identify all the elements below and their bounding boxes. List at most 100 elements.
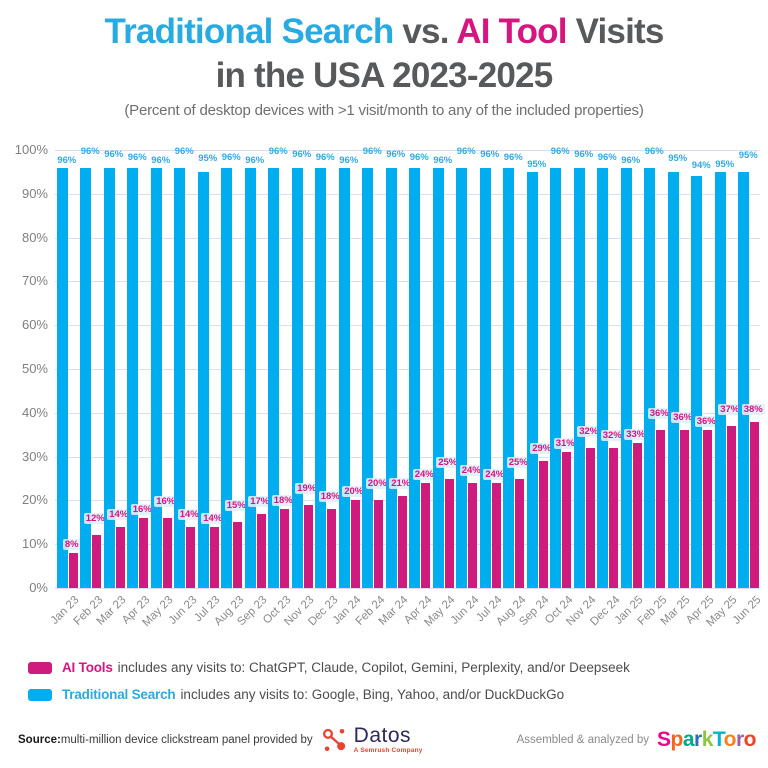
value-label-ai-tools: 17% xyxy=(248,495,272,507)
chart-subtitle: (Percent of desktop devices with >1 visi… xyxy=(124,101,644,119)
bar-traditional-search xyxy=(644,167,655,588)
value-label-ai-tools: 14% xyxy=(177,508,201,520)
bar-ai-tools xyxy=(303,504,313,588)
legend-label-ai-tools: AI Tools xyxy=(62,660,113,675)
value-label-ai-tools: 18% xyxy=(271,495,295,507)
bar-ai-tools xyxy=(703,430,712,588)
bar-traditional-search xyxy=(127,167,138,588)
sparktoro-letter: r xyxy=(735,728,744,751)
bar-traditional-search xyxy=(667,171,679,588)
value-label-ai-tools: 32% xyxy=(600,429,624,441)
datos-tagline: A Semrush Company xyxy=(353,747,423,755)
value-label-traditional-search: 96% xyxy=(503,151,523,163)
bar-ai-tools xyxy=(609,447,618,588)
value-label-ai-tools: 24% xyxy=(459,464,483,476)
bar-traditional-search xyxy=(338,167,350,588)
value-label-ai-tools: 38% xyxy=(741,403,765,415)
traditional-search-swatch xyxy=(28,688,52,701)
value-label-ai-tools: 24% xyxy=(483,468,507,480)
value-label-traditional-search: 95% xyxy=(738,149,758,161)
bar-traditional-search xyxy=(268,167,279,588)
bar-ai-tools xyxy=(162,517,172,588)
source-attribution: Source: multi-million device clickstream… xyxy=(18,725,423,755)
y-axis-tick-label: 70% xyxy=(21,273,48,289)
y-axis-tick-label: 80% xyxy=(21,229,48,245)
value-label-ai-tools: 36% xyxy=(647,408,671,420)
y-axis-tick-label: 40% xyxy=(21,404,48,420)
sparktoro-logo: SparkToro xyxy=(656,728,757,752)
value-label-traditional-search: 96% xyxy=(57,154,77,166)
gridline-60 xyxy=(55,325,760,327)
value-label-traditional-search: 96% xyxy=(550,145,570,157)
y-axis-tick-label: 30% xyxy=(21,448,48,464)
bar-ai-tools xyxy=(374,500,383,588)
bar-traditional-search xyxy=(597,167,608,588)
value-label-traditional-search: 95% xyxy=(668,152,688,164)
bar-ai-tools xyxy=(350,500,360,588)
gridline-50 xyxy=(55,369,760,370)
value-label-traditional-search: 96% xyxy=(221,151,241,163)
value-label-traditional-search: 95% xyxy=(715,158,735,170)
bar-traditional-search xyxy=(432,167,444,588)
legend-text-ai-tools: includes any visits to: ChatGPT, Claude,… xyxy=(117,660,630,675)
bar-ai-tools xyxy=(632,443,642,588)
title-visits: Visits xyxy=(566,12,665,51)
legend-text-traditional-search: includes any visits to: Google, Bing, Ya… xyxy=(180,687,565,702)
bar-ai-tools xyxy=(656,430,665,588)
bar-ai-tools xyxy=(562,452,571,588)
bar-traditional-search xyxy=(197,171,209,588)
gridline-10 xyxy=(55,544,760,546)
value-label-traditional-search: 96% xyxy=(597,151,617,163)
gridline-30 xyxy=(55,456,760,458)
value-label-traditional-search: 96% xyxy=(151,154,171,166)
value-label-traditional-search: 96% xyxy=(480,148,500,160)
value-label-ai-tools: 8% xyxy=(62,538,81,550)
bar-traditional-search xyxy=(503,167,514,588)
sparktoro-letter: r xyxy=(694,728,702,751)
value-label-traditional-search: 96% xyxy=(574,148,594,160)
bar-ai-tools xyxy=(397,496,407,588)
bar-ai-tools xyxy=(515,478,524,588)
value-label-traditional-search: 94% xyxy=(691,160,711,172)
value-label-ai-tools: 36% xyxy=(671,412,695,424)
value-label-traditional-search: 96% xyxy=(127,151,147,163)
value-label-ai-tools: 16% xyxy=(154,495,178,507)
bar-ai-tools xyxy=(209,526,219,588)
value-label-traditional-search: 96% xyxy=(315,151,335,163)
bar-ai-tools xyxy=(256,513,266,588)
ai-tools-swatch xyxy=(28,661,52,674)
bar-traditional-search xyxy=(526,171,538,588)
value-label-ai-tools: 29% xyxy=(530,442,554,454)
value-label-traditional-search: 96% xyxy=(80,145,100,157)
y-axis-tick-label: 10% xyxy=(21,536,48,552)
bar-ai-tools xyxy=(468,482,477,588)
sparktoro-letter: p xyxy=(670,728,683,751)
value-label-ai-tools: 21% xyxy=(389,478,413,490)
gridline-0 xyxy=(55,588,760,589)
value-label-ai-tools: 36% xyxy=(694,416,718,428)
bar-ai-tools xyxy=(327,509,336,588)
sparktoro-letter: S xyxy=(656,728,671,751)
title-ai-tool: AI Tool xyxy=(456,12,567,51)
sparktoro-letter: o xyxy=(743,728,757,751)
bar-traditional-search xyxy=(362,167,373,588)
title-vs: vs. xyxy=(393,12,457,51)
bar-ai-tools xyxy=(68,552,78,588)
bar-traditional-search xyxy=(150,167,162,588)
bar-traditional-search xyxy=(456,167,467,588)
bar-traditional-search xyxy=(56,167,68,588)
bar-traditional-search xyxy=(409,167,420,588)
value-label-ai-tools: 24% xyxy=(412,468,436,480)
gridline-40 xyxy=(55,412,760,414)
value-label-traditional-search: 96% xyxy=(268,145,288,157)
datos-name: Datos xyxy=(353,724,412,748)
datos-dots-icon xyxy=(322,728,345,752)
value-label-ai-tools: 14% xyxy=(201,512,225,524)
bar-ai-tools xyxy=(750,421,759,588)
bar-ai-tools xyxy=(585,447,595,588)
value-label-ai-tools: 18% xyxy=(318,491,342,503)
analyst-attribution: Assembled & analyzed by SparkToro xyxy=(517,728,757,752)
bar-ai-tools xyxy=(491,482,501,588)
value-label-ai-tools: 25% xyxy=(506,456,530,468)
